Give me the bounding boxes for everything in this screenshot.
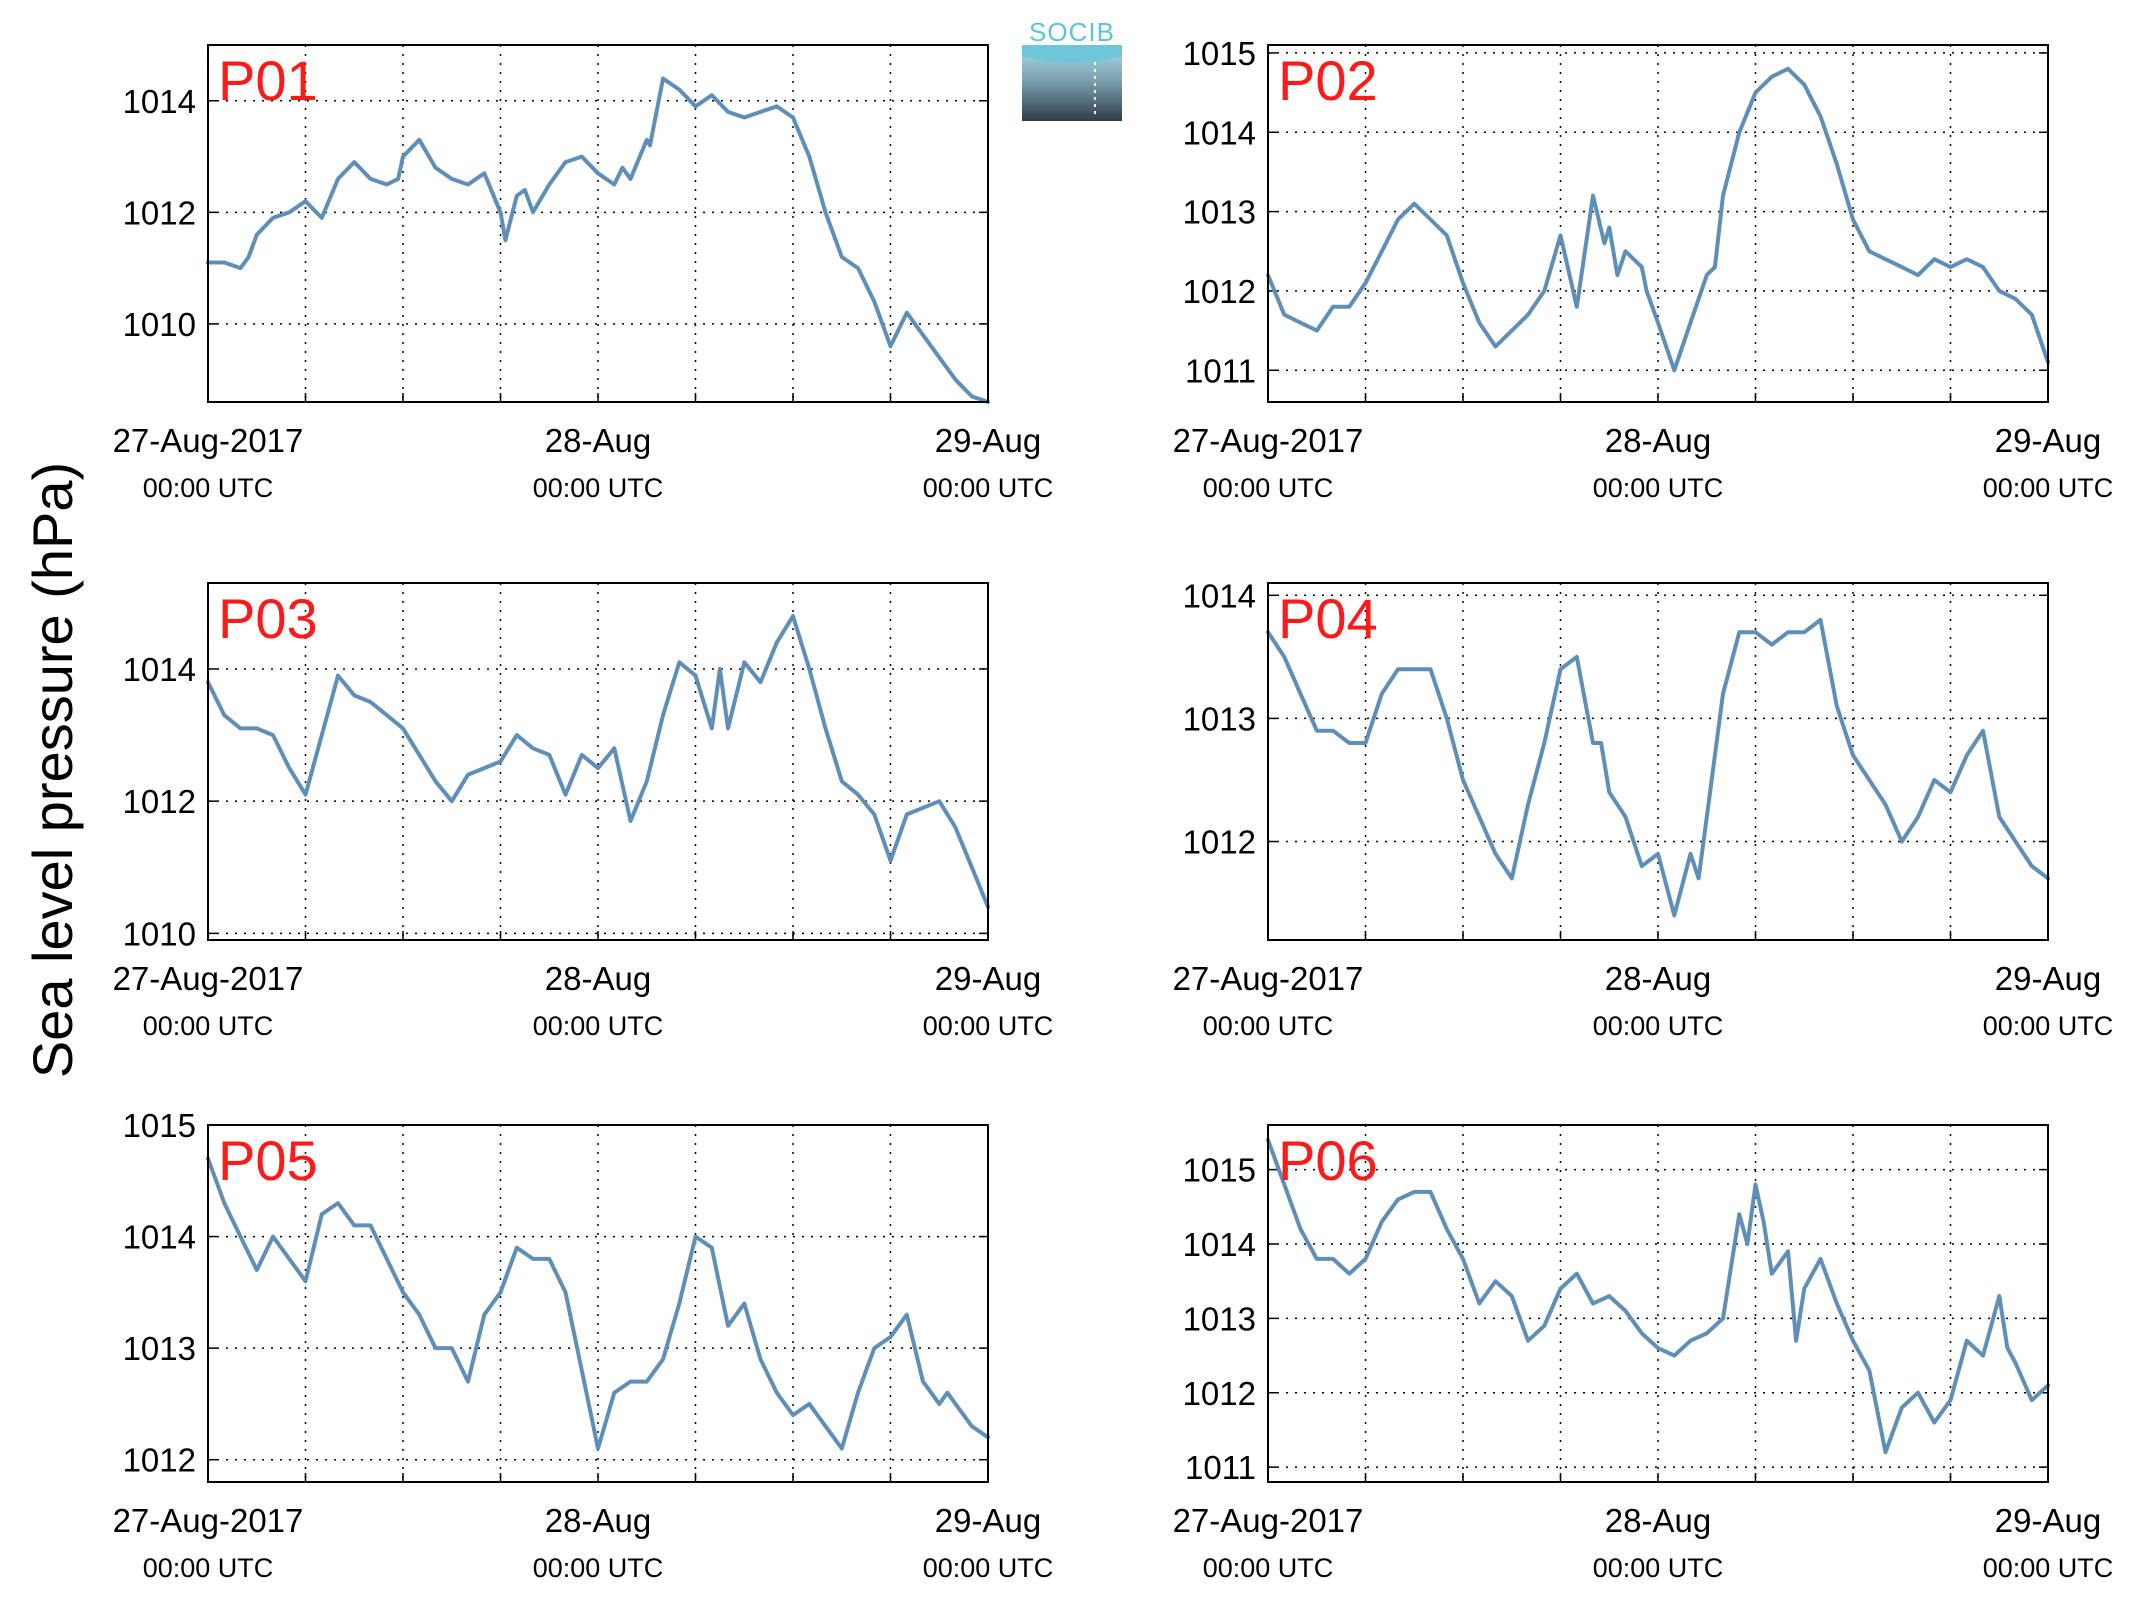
panel-2-title: P02	[1278, 49, 1378, 112]
panel-4-plot-area	[1268, 583, 2048, 940]
panel-1-plot-area	[208, 45, 988, 402]
panel-3-frame	[207, 582, 989, 941]
panel-3-ytick-label: 1012	[123, 783, 196, 820]
panel-6-series-line	[1266, 1137, 2050, 1455]
panel-2-xtick-sublabel: 00:00 UTC	[1203, 473, 1334, 503]
panel-1-xtick-label: 27-Aug-2017	[113, 422, 304, 459]
panel-2-xtick-sublabel: 00:00 UTC	[1983, 473, 2114, 503]
panel-5-ytick-label: 1012	[123, 1442, 196, 1479]
panel-1-xtick-sublabel: 00:00 UTC	[143, 473, 274, 503]
panel-2-ytick-label: 1015	[1183, 35, 1256, 72]
panel-6: 1011 1012 1013 1014 1015 27-Aug-2017 00:00 UTC…	[1173, 1124, 2114, 1583]
panel-2-ytick-label: 1013	[1183, 194, 1256, 231]
panel-4: 1012 1013 1014 27-Aug-2017 00:00 UTC 28-Aug 00…	[1173, 577, 2114, 1041]
panel-4-ytick-label: 1012	[1183, 824, 1256, 861]
panel-4-xtick-sublabel: 00:00 UTC	[1203, 1011, 1334, 1041]
panel-6-plot-area	[1268, 1125, 2048, 1482]
panel-2-xtick-label: 29-Aug	[1995, 422, 2101, 459]
panel-3-xtick-label: 29-Aug	[935, 960, 1041, 997]
panel-4-xtick-sublabel: 00:00 UTC	[1593, 1011, 1724, 1041]
panel-5-ytick-label: 1013	[123, 1330, 196, 1367]
panel-3: 1010 1012 1014 27-Aug-2017 00:00 UTC 28-Aug 00…	[113, 582, 1054, 1041]
panel-4-title: P04	[1278, 587, 1378, 650]
panel-4-ytick-label: 1014	[1183, 577, 1256, 614]
panel-5-xtick-sublabel: 00:00 UTC	[533, 1553, 664, 1583]
panel-6-xtick-sublabel: 00:00 UTC	[1983, 1553, 2114, 1583]
panel-2-xtick-label: 28-Aug	[1605, 422, 1711, 459]
panel-4-xtick-label: 29-Aug	[1995, 960, 2101, 997]
panel-1-ytick-label: 1014	[123, 83, 196, 120]
panel-5-ytick-label: 1014	[123, 1219, 196, 1256]
panel-1-series-line	[206, 76, 990, 404]
panel-5-title: P05	[218, 1129, 318, 1192]
panel-5: 1012 1013 1014 1015 27-Aug-2017 00:00 UTC 28-A…	[113, 1107, 1054, 1583]
panel-6-title: P06	[1278, 1129, 1378, 1192]
panel-3-xtick-sublabel: 00:00 UTC	[923, 1011, 1054, 1041]
panel-3-title: P03	[218, 587, 318, 650]
panel-2-ytick-label: 1012	[1183, 273, 1256, 310]
panel-3-ytick-label: 1014	[123, 651, 196, 688]
panel-2-xtick-label: 27-Aug-2017	[1173, 422, 1364, 459]
panel-2-xtick-sublabel: 00:00 UTC	[1593, 473, 1724, 503]
panel-1-frame	[207, 44, 989, 403]
logo-text: SOCIB	[1029, 17, 1115, 47]
panel-3-xtick-label: 27-Aug-2017	[113, 960, 304, 997]
panel-1: 1010 1012 1014 27-Aug-2017 00:00 UTC 28-Aug 00…	[113, 44, 1054, 503]
panel-2-series-line	[1266, 66, 2050, 373]
socib-logo: SOCIB	[1022, 17, 1122, 121]
panel-1-xtick-sublabel: 00:00 UTC	[923, 473, 1054, 503]
panel-3-xtick-sublabel: 00:00 UTC	[143, 1011, 274, 1041]
panel-2-ytick-label: 1014	[1183, 114, 1256, 151]
panel-5-xtick-label: 28-Aug	[545, 1502, 651, 1539]
panel-3-ytick-label: 1010	[123, 915, 196, 952]
figure-ylabel: Sea level pressure (hPa)	[21, 462, 84, 1078]
panel-6-xtick-sublabel: 00:00 UTC	[1203, 1553, 1334, 1583]
panel-6-ytick-label: 1015	[1183, 1152, 1256, 1189]
panel-1-ytick-label: 1010	[123, 306, 196, 343]
panel-2-plot-area	[1268, 45, 2048, 402]
panel-4-ytick-label: 1013	[1183, 700, 1256, 737]
panel-6-ytick-label: 1014	[1183, 1226, 1256, 1263]
panel-5-ytick-label: 1015	[123, 1107, 196, 1144]
panel-3-xtick-label: 28-Aug	[545, 960, 651, 997]
panel-5-xtick-label: 27-Aug-2017	[113, 1502, 304, 1539]
panel-1-xtick-sublabel: 00:00 UTC	[533, 473, 664, 503]
panel-4-xtick-sublabel: 00:00 UTC	[1983, 1011, 2114, 1041]
panel-6-ytick-label: 1011	[1185, 1449, 1256, 1486]
panel-6-xtick-label: 27-Aug-2017	[1173, 1502, 1364, 1539]
panel-5-xtick-sublabel: 00:00 UTC	[923, 1553, 1054, 1583]
panel-6-xtick-label: 28-Aug	[1605, 1502, 1711, 1539]
panel-3-xtick-sublabel: 00:00 UTC	[533, 1011, 664, 1041]
panel-6-ytick-label: 1013	[1183, 1300, 1256, 1337]
panel-4-frame	[1267, 582, 2049, 941]
panel-6-xtick-label: 29-Aug	[1995, 1502, 2101, 1539]
panel-3-plot-area	[208, 583, 988, 940]
panel-1-xtick-label: 28-Aug	[545, 422, 651, 459]
panel-6-frame	[1267, 1124, 2049, 1483]
panel-1-ytick-label: 1012	[123, 194, 196, 231]
panel-6-xtick-sublabel: 00:00 UTC	[1593, 1553, 1724, 1583]
panel-5-xtick-label: 29-Aug	[935, 1502, 1041, 1539]
panel-4-series-line	[1266, 617, 2050, 918]
panel-5-frame	[207, 1124, 989, 1483]
panel-4-xtick-label: 28-Aug	[1605, 960, 1711, 997]
panel-1-xtick-label: 29-Aug	[935, 422, 1041, 459]
panel-3-series-line	[206, 614, 990, 909]
panel-5-plot-area	[208, 1125, 988, 1482]
panel-5-series-line	[206, 1156, 990, 1451]
panel-2-frame	[1267, 44, 2049, 403]
panel-6-ytick-label: 1012	[1183, 1375, 1256, 1412]
panel-5-xtick-sublabel: 00:00 UTC	[143, 1553, 274, 1583]
panel-2-ytick-label: 1011	[1185, 352, 1256, 389]
panel-2: 1011 1012 1013 1014 1015 27-Aug-2017 00:00 UTC…	[1173, 35, 2114, 503]
panel-1-title: P01	[218, 49, 318, 112]
panel-4-xtick-label: 27-Aug-2017	[1173, 960, 1364, 997]
